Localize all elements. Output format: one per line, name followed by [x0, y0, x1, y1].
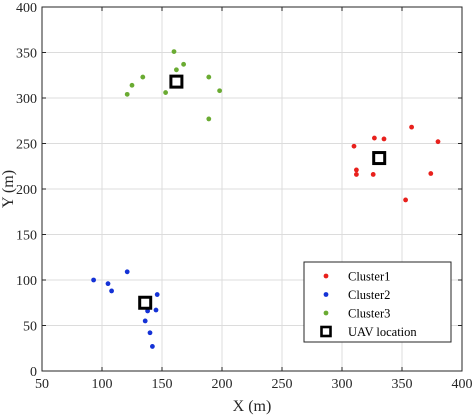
y-tick-label: 50 — [23, 320, 37, 335]
x-tick-label: 100 — [92, 377, 113, 392]
cluster-point — [142, 318, 148, 324]
legend-marker-uav — [320, 325, 332, 338]
cluster-point — [206, 74, 212, 80]
x-tick-label: 150 — [152, 377, 173, 392]
cluster-point — [372, 135, 377, 141]
cluster-point — [381, 136, 387, 142]
cluster-point — [206, 116, 212, 122]
legend-label: UAV location — [348, 325, 417, 339]
legend: Cluster1 Cluster2 Cluster3 UAV location — [303, 261, 452, 343]
legend-marker — [323, 292, 329, 297]
cluster-point — [409, 124, 414, 130]
legend-label: Cluster3 — [348, 307, 390, 321]
cluster-point — [174, 67, 179, 73]
x-tick-label: 400 — [452, 377, 473, 392]
y-tick-label: 300 — [16, 92, 37, 107]
cluster-point — [109, 288, 114, 294]
uav-location-marker — [138, 295, 153, 310]
cluster-point — [351, 143, 357, 149]
cluster-point — [129, 82, 135, 88]
uav-location-marker — [372, 151, 387, 166]
y-tick-label: 400 — [16, 1, 37, 16]
uav-location-marker — [169, 74, 184, 89]
x-tick-label: 200 — [212, 377, 233, 392]
y-axis-label: Y (m) — [0, 170, 17, 208]
cluster-point — [163, 90, 169, 95]
cluster-point — [147, 330, 153, 336]
y-tick-label: 100 — [16, 274, 37, 289]
cluster-point — [91, 277, 96, 283]
x-tick-label: 250 — [272, 377, 293, 392]
cluster-point — [403, 197, 408, 203]
cluster-point — [150, 344, 155, 349]
cluster-point — [124, 269, 130, 275]
y-tick-label: 200 — [16, 183, 37, 198]
cluster-point — [217, 88, 223, 94]
cluster-point — [153, 307, 159, 313]
cluster-point — [435, 139, 441, 145]
y-tick-label: 250 — [16, 138, 37, 153]
cluster-point — [181, 61, 187, 67]
y-tick-label: 350 — [16, 47, 37, 62]
legend-label: Cluster1 — [348, 270, 390, 284]
x-tick-label: 50 — [35, 377, 49, 392]
x-tick-label: 350 — [392, 377, 413, 392]
legend-marker — [323, 310, 329, 316]
cluster-point — [354, 172, 359, 177]
plot-frame — [41, 6, 463, 372]
cluster-point — [171, 49, 177, 54]
cluster-point — [354, 167, 359, 173]
y-tick-label: 0 — [30, 365, 37, 380]
legend-label: Cluster2 — [348, 288, 390, 302]
cluster-point — [124, 91, 130, 97]
cluster-point — [105, 281, 111, 287]
legend-marker — [323, 273, 329, 279]
cluster-point — [140, 74, 146, 80]
axis-ticks: 50 100 150 200 250 300 350 40005010015020025030… — [16, 1, 473, 392]
cluster-point — [370, 172, 376, 177]
cluster-point — [428, 171, 434, 176]
y-tick-label: 150 — [16, 229, 37, 244]
data-points — [91, 49, 441, 349]
x-axis-label: X (m) — [233, 398, 272, 415]
cluster-point — [154, 292, 160, 297]
x-tick-label: 300 — [332, 377, 353, 392]
legend-box — [303, 261, 452, 343]
